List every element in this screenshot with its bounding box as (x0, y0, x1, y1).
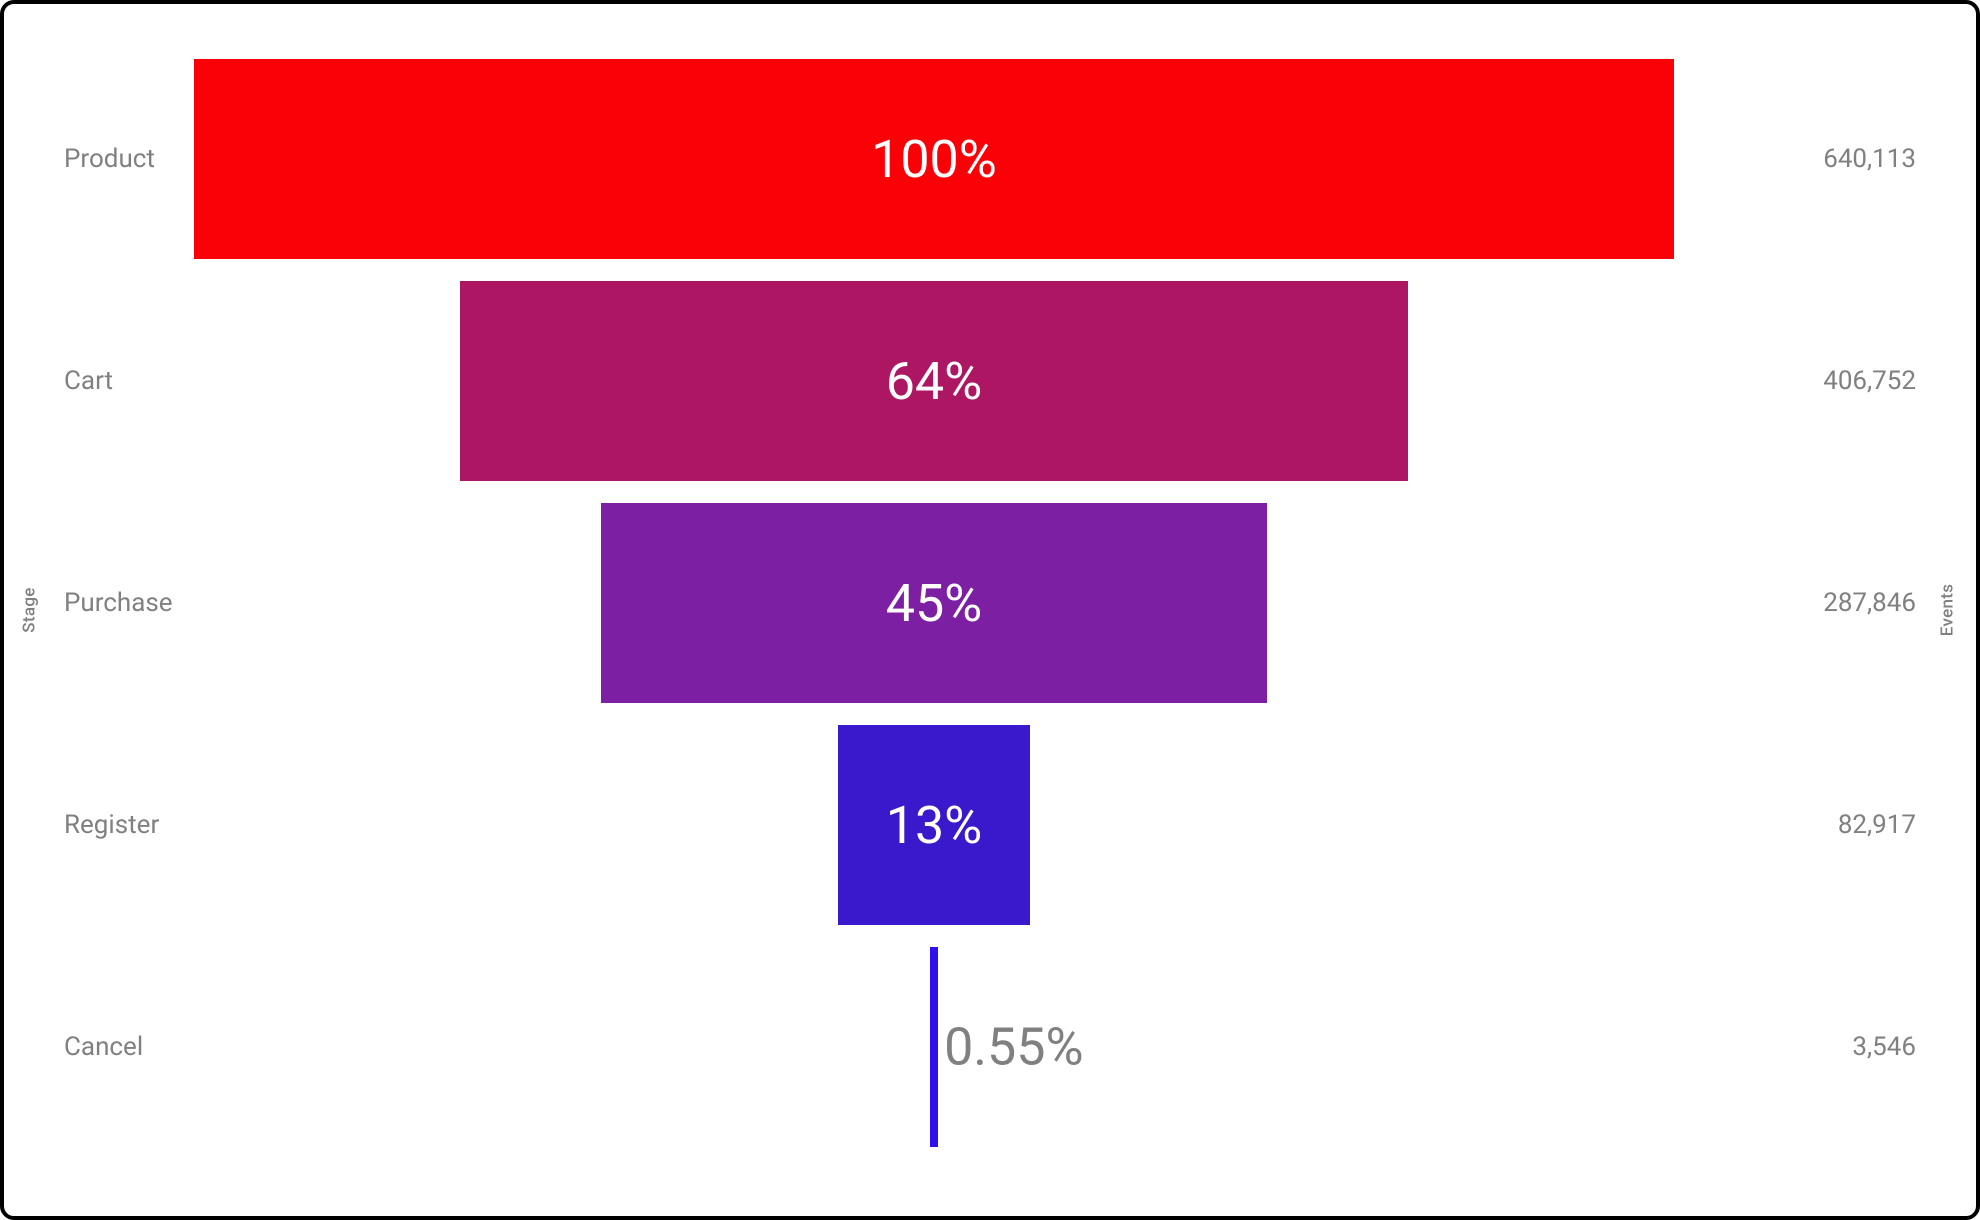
left-axis-title: Stage (20, 587, 40, 632)
events-label: 287,846 (1823, 588, 1916, 618)
events-label: 406,752 (1823, 366, 1916, 396)
percent-label: 100% (871, 129, 997, 190)
funnel-chart-frame: Stage Events Product 640,113 100% Cart 406,7… (0, 0, 1980, 1220)
funnel-bar (930, 947, 938, 1147)
funnel-row: Register 82,917 13% (64, 725, 1916, 925)
events-label: 640,113 (1823, 144, 1916, 174)
stage-label: Register (64, 810, 159, 840)
funnel-bar: 45% (601, 503, 1267, 703)
stage-label: Cart (64, 366, 113, 396)
percent-label: 13% (886, 795, 983, 856)
funnel-row: Product 640,113 100% (64, 59, 1916, 259)
funnel-bar: 100% (194, 59, 1674, 259)
funnel-bar: 64% (460, 281, 1407, 481)
stage-label: Product (64, 144, 155, 174)
stage-label: Purchase (64, 588, 173, 618)
percent-label: 64% (886, 351, 983, 412)
funnel-row: Cancel 3,546 0.55% (64, 947, 1916, 1147)
percent-label: 45% (886, 573, 983, 634)
funnel-plot-area: Product 640,113 100% Cart 406,752 64% Purchase… (64, 59, 1916, 1161)
percent-label: 0.55% (944, 1017, 1083, 1078)
events-label: 3,546 (1852, 1032, 1916, 1062)
right-axis-title: Events (1937, 584, 1957, 637)
events-label: 82,917 (1838, 810, 1916, 840)
funnel-row: Purchase 287,846 45% (64, 503, 1916, 703)
stage-label: Cancel (64, 1032, 143, 1062)
funnel-row: Cart 406,752 64% (64, 281, 1916, 481)
funnel-bar: 13% (838, 725, 1030, 925)
